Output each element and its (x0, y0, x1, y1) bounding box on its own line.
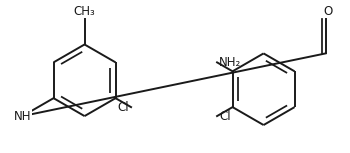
Text: O: O (324, 5, 333, 18)
Text: Cl: Cl (118, 101, 129, 114)
Text: NH₂: NH₂ (219, 56, 241, 69)
Text: CH₃: CH₃ (74, 6, 96, 19)
Text: NH: NH (14, 110, 31, 123)
Text: Cl: Cl (219, 110, 231, 123)
